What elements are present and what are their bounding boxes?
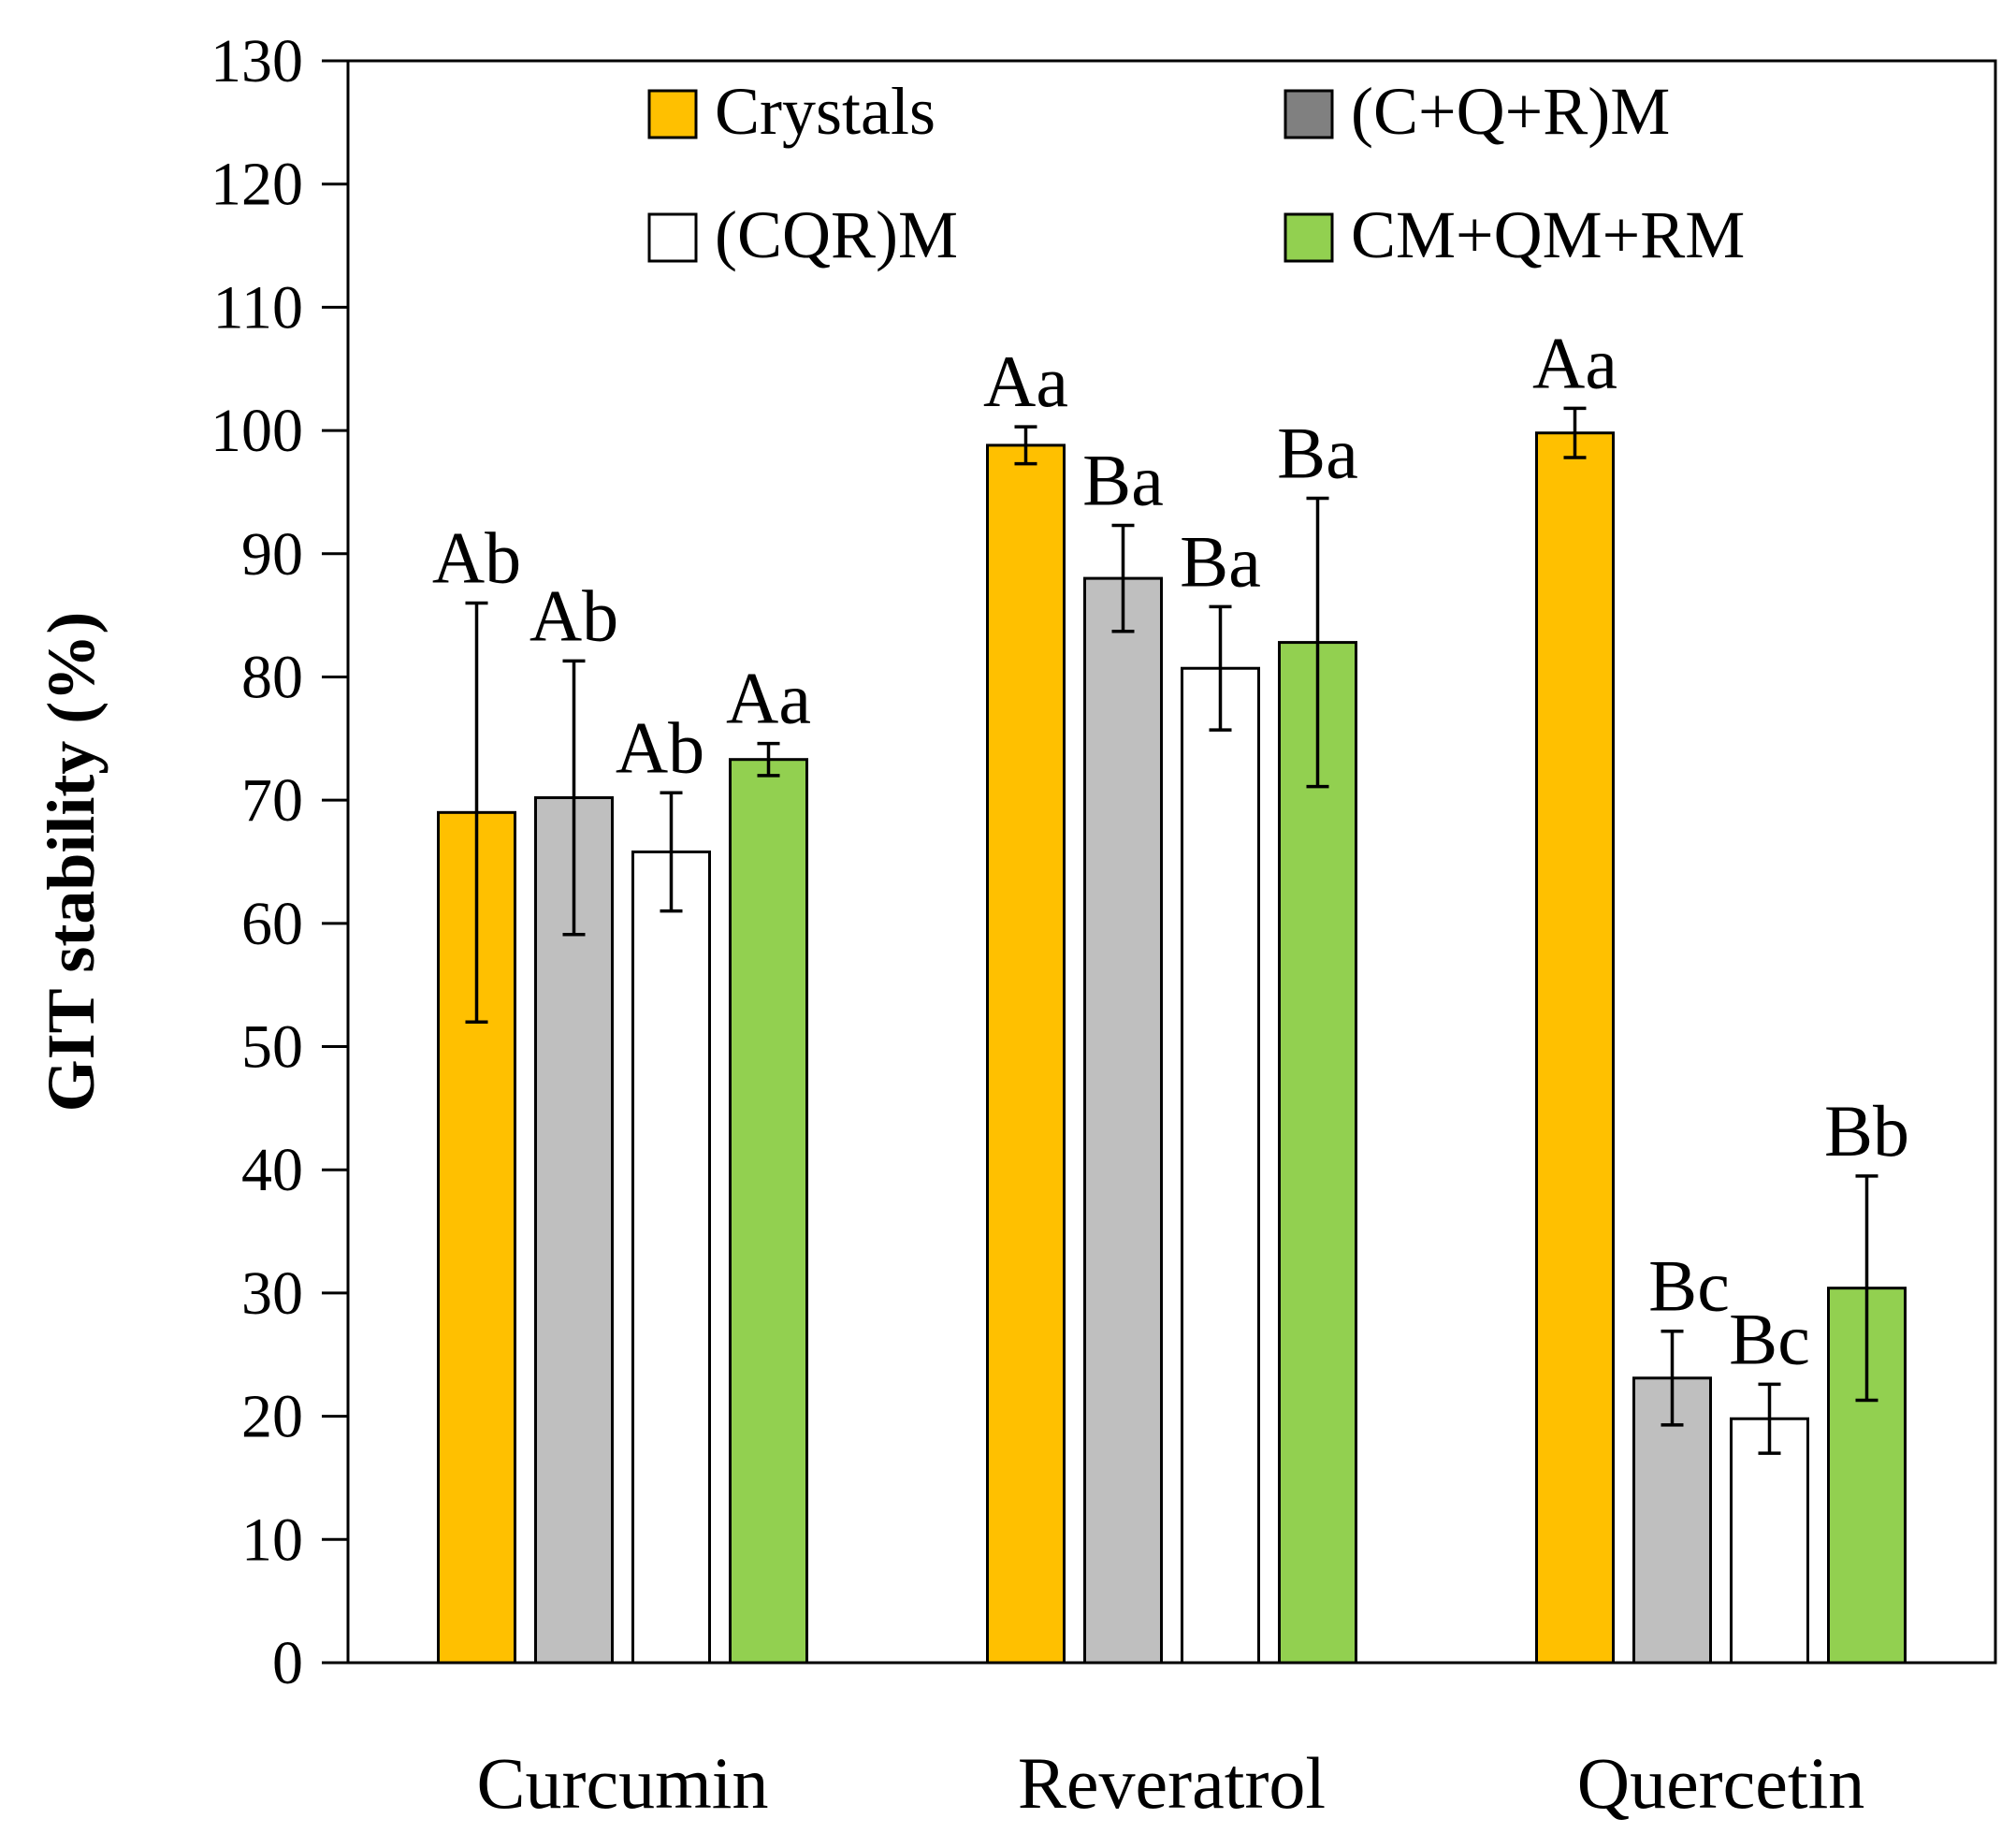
data-label-quercetin-cqr-m: Bc [1729,1298,1810,1379]
data-label-curcumin-c-q-r-m: Ab [529,575,618,656]
legend-swatch-crystals [647,89,698,139]
legend-label-cqr-m: (CQR)M [715,197,958,272]
plot-frame [346,59,1997,1665]
bar-reveratrol-c-q-r-m [1083,576,1163,1665]
y-axis-title: GIT stability (%) [34,612,109,1113]
bar-curcumin-c-q-r-m [534,796,614,1665]
y-tick-label-40: 40 [241,1136,303,1204]
data-label-reveratrol-cqr-m: Ba [1180,520,1261,602]
error-bars [465,406,1878,1455]
y-tick-label-20: 20 [241,1383,303,1451]
y-tick-label-90: 90 [241,520,303,589]
legend-swatch-cm-qm-rm [1284,212,1334,263]
x-tick-label-reveratrol: Reveratrol [1018,1742,1326,1824]
data-label-curcumin-crystals: Ab [432,516,521,598]
bar-quercetin-crystals [1535,431,1615,1665]
legend-swatch-cqr-m [647,212,698,263]
x-tick-label-curcumin: Curcumin [477,1742,769,1824]
data-label-reveratrol-cm-qm-rm: Ba [1277,413,1358,494]
legend-label-crystals: Crystals [715,74,935,149]
bar-reveratrol-crystals [986,444,1066,1665]
legend-swatch-c-q-r-m [1284,89,1334,139]
y-tick-label-80: 80 [241,643,303,711]
data-label-quercetin-cm-qm-rm: Bb [1824,1090,1909,1171]
legend-label-c-q-r-m: (C+Q+R)M [1351,74,1670,149]
bar-quercetin-cqr-m [1730,1417,1809,1665]
bar-curcumin-cm-qm-rm [729,758,808,1665]
y-tick-label-50: 50 [241,1013,303,1082]
data-label-curcumin-cm-qm-rm: Aa [726,658,811,739]
data-label-curcumin-cqr-m: Ab [616,706,704,788]
data-label-reveratrol-crystals: Aa [983,341,1068,422]
data-label-reveratrol-c-q-r-m: Ba [1082,439,1164,520]
y-tick-label-130: 130 [210,27,303,95]
y-axis: 0 10 20 30 40 50 60 70 80 90 100 110 120 130 [210,27,348,1697]
bar-reveratrol-cm-qm-rm [1278,641,1357,1665]
bar-reveratrol-cqr-m [1181,666,1260,1665]
data-label-quercetin-crystals: Aa [1532,322,1617,403]
data-label-quercetin-c-q-r-m: Bc [1648,1245,1730,1327]
x-axis: Curcumin Reveratrol Quercetin [477,1742,1865,1824]
bar-curcumin-cqr-m [631,850,711,1665]
y-tick-label-100: 100 [210,397,303,465]
y-tick-label-10: 10 [241,1506,303,1574]
y-tick-label-0: 0 [272,1629,303,1697]
y-tick-label-70: 70 [241,766,303,835]
y-tick-label-60: 60 [241,890,303,958]
y-tick-label-120: 120 [210,151,303,219]
y-tick-label-110: 110 [212,273,303,342]
legend: Crystals (C+Q+R)M (CQR)M CM+QM+RM [647,74,1745,272]
legend-label-cm-qm-rm: CM+QM+RM [1351,197,1745,272]
x-tick-label-quercetin: Quercetin [1577,1742,1865,1824]
bar-series [437,431,1907,1665]
y-tick-label-30: 30 [241,1259,303,1328]
